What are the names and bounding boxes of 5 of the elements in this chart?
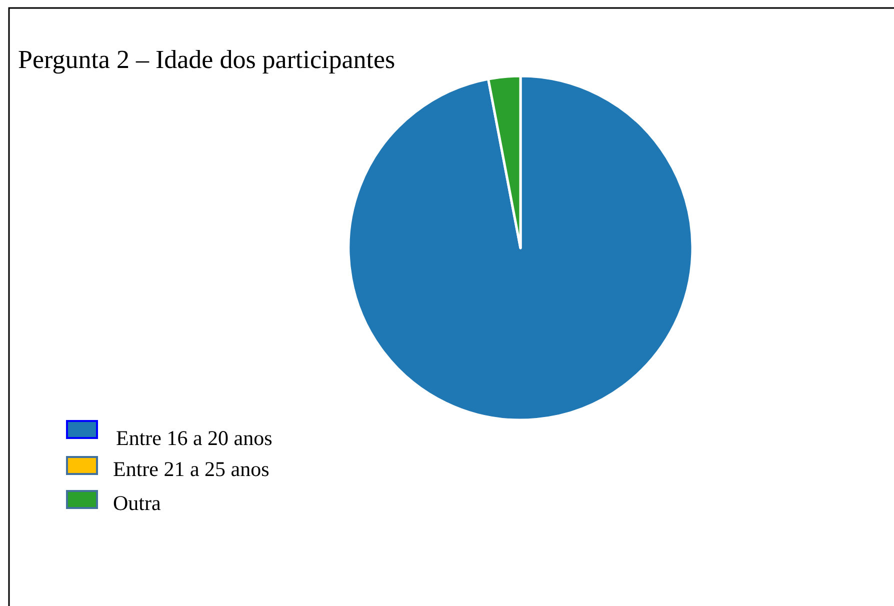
legend-label: Entre 16 a 20 anos xyxy=(116,426,272,450)
pie-slice xyxy=(347,74,694,422)
legend-label: Outra xyxy=(113,491,162,515)
legend-label: Entre 21 a 25 anos xyxy=(113,457,270,481)
chart-title: Pergunta 2 – Idade dos participantes xyxy=(18,45,396,74)
